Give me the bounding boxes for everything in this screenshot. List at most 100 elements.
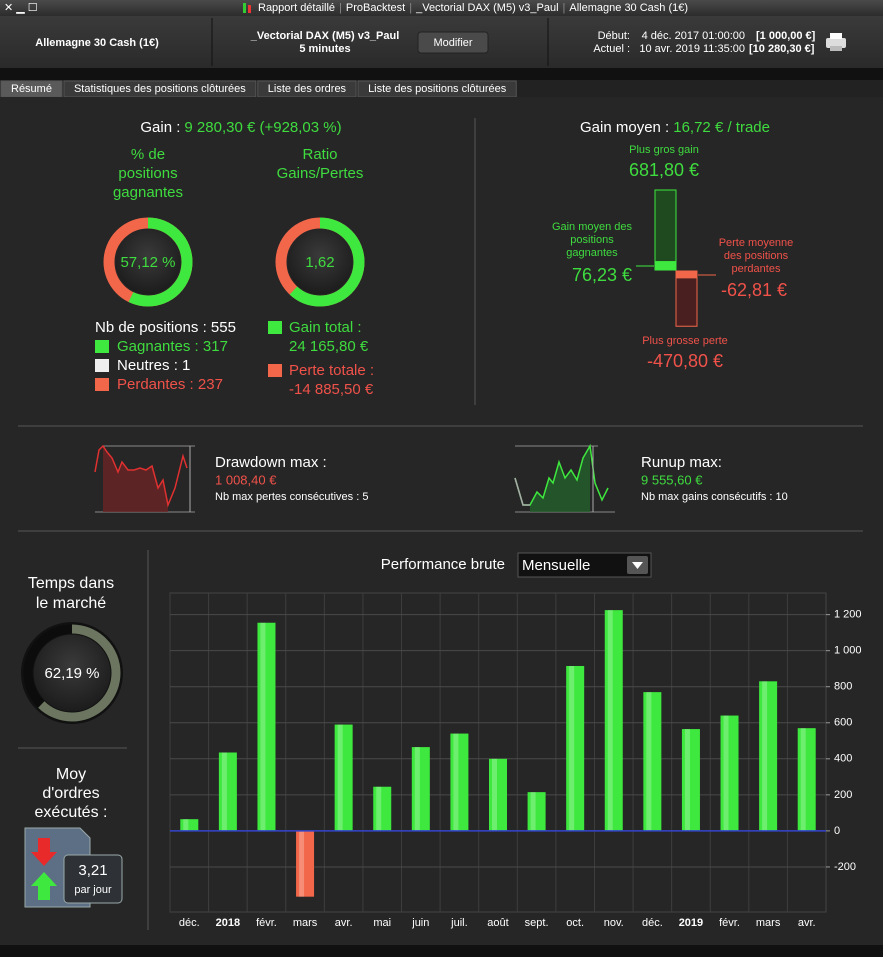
x-tick-label: mai [373,917,391,929]
strip [0,68,883,80]
tab[interactable]: Statistiques des positions clôturées [63,80,257,98]
bar-highlight [530,792,536,831]
tabs: Résumé Statistiques des positions clôturé… [0,80,517,98]
print-icon[interactable] [826,33,846,51]
avg-loss-label: Perte moyenne [719,237,794,249]
drawdown-sparkline [94,444,195,513]
period-dropdown-value[interactable]: Mensuelle [522,557,590,574]
dropdown-arrow[interactable] [632,562,643,569]
x-tick-label: nov. [604,917,624,929]
bar [257,622,276,831]
bar-highlight [723,715,729,831]
x-tick-label: mars [756,917,781,929]
donut-core [115,229,181,295]
orders-label: d'ordres [42,785,99,802]
bar [373,786,392,831]
y-tick-label: 800 [834,681,852,693]
bar-highlight [183,819,189,831]
ratio: 1,62 [305,254,334,271]
y-tick-label: 400 [834,753,852,765]
footer-strip [0,945,883,957]
bar [180,819,199,831]
tab-label[interactable]: Liste des positions clôturées [368,83,507,95]
runup-label: Runup max: [641,454,722,471]
win-title: positions [118,165,177,182]
avg-gain-value: 16,72 € / trade [673,119,770,136]
legend-swatch [95,359,109,372]
tab[interactable]: Liste des positions clôturées [357,80,517,98]
avg-loss-label: des positions [724,250,789,262]
runup-detail: Nb max gains consécutifs : 10 [641,491,788,503]
bar [296,830,315,897]
x-tick-label: oct. [566,917,584,929]
bar [720,715,739,831]
x-tick-label: déc. [179,917,200,929]
max-gain: 681,80 € [629,160,699,180]
market-time-value: 62,19 % [44,665,99,682]
gain: Gain :9 280,30 € (+928,03 %) [140,119,341,136]
positions: Nb de positions : 555 [95,319,236,336]
max-gain-label: Plus gros gain [629,144,699,156]
modify-button[interactable] [417,31,489,54]
average-bars [636,189,716,327]
y-tick-label: -200 [834,861,856,873]
market-time-label: Temps dans [28,575,114,592]
window-title: Rapport détaillé | ProBacktest | _Vectorial … [258,2,688,14]
avg-win-label: positions [570,234,614,246]
bar [566,665,585,831]
chart-title: Performance brute [381,556,505,573]
avg-gain-label: Gain moyen : [580,119,669,136]
max-loss-label: Plus grosse perte [642,335,728,347]
strategy: _Vectorial DAX (M5) v3_Paul [250,30,400,42]
x-tick-label: avr. [335,917,353,929]
y-tick-label: 600 [834,717,852,729]
losers: Perdantes : 237 [117,376,223,393]
max-loss: -470,80 € [647,351,723,371]
donut-arc [23,624,121,722]
win-pct: 57,12 % [120,254,175,271]
total-gain: 24 165,80 € [289,338,369,355]
x-tick-label: avr. [798,917,816,929]
runup-sparkline [514,443,615,513]
bar-highlight [260,622,266,831]
donut-core [33,634,111,712]
win-title: gagnantes [113,184,183,201]
bar-highlight [607,610,613,831]
bar-highlight [569,665,575,831]
tab[interactable]: Résumé [0,80,63,98]
neutral: Neutres : 1 [117,357,190,374]
avg-win: 76,23 € [572,265,632,285]
current-label: Actuel : [593,43,630,55]
total-gain-label: Gain total : [289,319,362,336]
bar-highlight [337,724,343,831]
donut-arc [275,217,365,307]
drawdown-detail: Nb max pertes consécutives : 5 [215,491,368,503]
tab[interactable]: Liste des ordres [257,80,357,98]
x-tick-label: févr. [719,917,740,929]
bar [411,747,430,831]
winners: Gagnantes : 317 [117,338,228,355]
x-tick-label: févr. [256,917,277,929]
bar-chart: -200 0 200 400 600 800 1 000 1 200 déc. 2018 févr.… [169,593,862,929]
tab-label[interactable]: Résumé [11,83,52,95]
start-capital: [1 000,00 €] [756,30,816,42]
runup-value: 9 555,60 € [641,472,703,487]
bar [450,733,469,831]
y-tick-label: 0 [834,825,840,837]
tab-label[interactable]: Liste des ordres [268,83,347,95]
title-part: Allemagne 30 Cash (1€) [569,2,688,14]
x-tick-label: juil. [450,917,468,929]
avg-win-label: Gain moyen des [552,221,633,233]
window-controls[interactable]: ✕ ▁ ☐ [4,2,38,14]
start-label: Début: [598,30,630,42]
legend-swatch [95,378,109,391]
tab-label[interactable]: Statistiques des positions clôturées [74,83,246,95]
instrument: Allemagne 30 Cash (1€) [35,37,159,49]
plot-area [169,592,827,913]
modify-button-label[interactable]: Modifier [433,37,472,49]
bar-highlight [453,733,459,831]
app-icon [248,5,251,13]
bar-highlight [221,752,227,831]
x-tick-label: 2019 [679,917,703,929]
gain-value: 9 280,30 € (+928,03 %) [184,119,341,136]
